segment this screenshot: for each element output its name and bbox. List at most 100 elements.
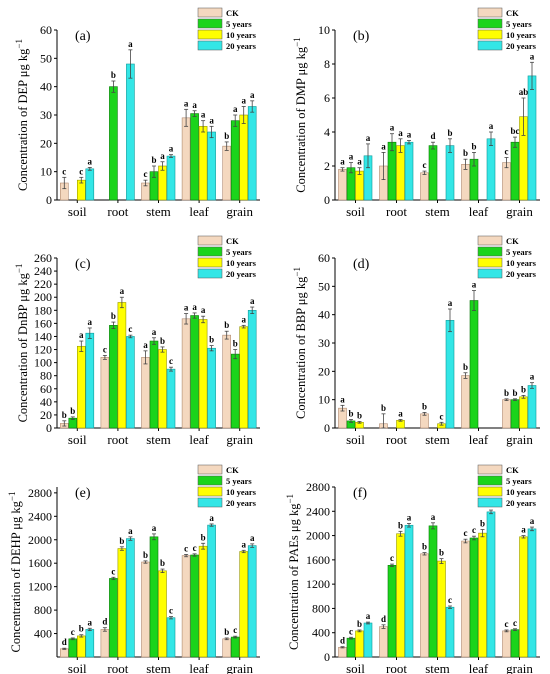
x-tick-label: grain <box>506 432 533 447</box>
significance-letter: b <box>79 624 84 634</box>
x-tick-label: soil <box>346 204 365 219</box>
significance-letter: a <box>530 51 535 61</box>
legend-label: 5 years <box>226 476 252 486</box>
x-tick-label: stem <box>146 661 171 674</box>
bar-10-years <box>77 635 86 658</box>
bar-20-years <box>486 511 496 658</box>
significance-letter: c <box>440 411 444 421</box>
bar-ck <box>379 626 388 658</box>
significance-letter: c <box>472 525 476 535</box>
bar-10-years <box>396 145 405 201</box>
significance-letter: b <box>422 401 427 411</box>
significance-letter: a <box>349 152 354 162</box>
y-tick-label: 40 <box>318 308 330 322</box>
significance-letter: b <box>160 336 165 346</box>
significance-letter: a <box>152 327 157 337</box>
y-tick-label: 240 <box>34 264 52 278</box>
significance-letter: c <box>390 553 394 563</box>
y-tick-label: 400 <box>34 627 52 641</box>
significance-letter: a <box>79 330 84 340</box>
y-tick-label: 2400 <box>28 509 52 523</box>
significance-letter: c <box>103 344 107 354</box>
y-tick-label: 0 <box>324 421 330 435</box>
bar-20-years <box>126 538 135 658</box>
x-tick-label: grain <box>506 661 533 674</box>
significance-letter: a <box>390 123 395 133</box>
significance-letter: c <box>423 160 427 170</box>
significance-letter: a <box>201 110 206 120</box>
legend-swatch <box>477 18 503 29</box>
bar-20-years <box>207 347 216 429</box>
bar-20-years <box>247 106 257 201</box>
significance-letter: a <box>366 611 371 621</box>
bar-ck <box>420 553 429 658</box>
legend-label: CK <box>506 8 519 18</box>
chart-panel-6: 0 400 800 1200 1600 2000 2400 2800 Concentration… <box>285 464 540 674</box>
significance-letter: a <box>160 151 165 161</box>
x-tick-label: stem <box>425 432 450 447</box>
y-tick-label: 200 <box>34 290 52 304</box>
legend-label: CK <box>226 465 239 475</box>
bar-10-years <box>519 536 528 658</box>
significance-letter: b <box>504 388 509 398</box>
bar-5-years <box>510 629 520 658</box>
legend-label: CK <box>506 236 519 246</box>
y-axis-label-unit-exponent: −1 <box>285 494 295 504</box>
significance-letter: a <box>88 317 93 327</box>
bar-10-years <box>478 532 487 658</box>
legend-swatch <box>197 257 223 268</box>
significance-letter: d <box>430 131 435 141</box>
bar-20-years <box>404 141 414 201</box>
significance-letter: b <box>480 519 485 529</box>
significance-letter: c <box>349 626 353 636</box>
significance-letter: a <box>209 115 214 125</box>
significance-letter: a <box>128 526 133 536</box>
bar-20-years <box>527 385 537 429</box>
x-tick-label: soil <box>68 661 87 674</box>
legend-label: CK <box>226 236 239 246</box>
x-tick-label: grain <box>226 432 253 447</box>
bar-ck <box>181 117 191 201</box>
significance-letter: c <box>128 324 132 334</box>
bar-ck <box>222 638 231 658</box>
bar-20-years <box>363 622 373 658</box>
bar-20-years <box>166 617 176 658</box>
bar-20-years <box>527 75 537 201</box>
legend-swatch <box>197 497 223 508</box>
bar-5-years <box>230 120 240 201</box>
significance-letter: b <box>463 148 468 158</box>
chart-panel-2: 0 2 4 6 8 10 Concentration of DMP μg kg−1 (b) so… <box>292 7 540 219</box>
legend-swatch <box>197 486 223 497</box>
legend-swatch <box>477 40 503 51</box>
bar-10-years <box>158 165 167 201</box>
bar-ck <box>100 357 110 429</box>
y-axis-label: Concentration of PAEs μg kg−1 <box>285 494 301 650</box>
legend-swatch <box>197 40 223 51</box>
significance-letter: a <box>398 128 403 138</box>
x-tick-label: root <box>386 432 407 447</box>
bar-10-years <box>239 551 248 658</box>
y-axis-label-text: Concentration of PAEs μg kg <box>287 503 301 650</box>
y-tick-label: 0 <box>46 193 52 207</box>
bar-5-years <box>510 399 520 429</box>
y-tick-label: 2000 <box>306 529 330 543</box>
significance-letter: b <box>160 558 165 568</box>
y-axis-label: Concentration of DnBP μg kg−1 <box>14 264 30 423</box>
significance-letter: b <box>62 410 67 420</box>
y-tick-label: 1600 <box>306 553 330 567</box>
significance-letter: a <box>88 617 93 627</box>
panel-label: (b) <box>353 29 370 44</box>
bar-ck <box>502 399 511 429</box>
significance-letter: b <box>463 362 468 372</box>
significance-letter: a <box>530 516 535 526</box>
bar-20-years <box>486 138 496 201</box>
panel-label: (f) <box>353 486 367 501</box>
bar-ck <box>461 540 470 658</box>
panel-label: (e) <box>75 486 91 501</box>
x-tick-label: leaf <box>189 661 209 674</box>
significance-letter: b <box>70 406 75 416</box>
